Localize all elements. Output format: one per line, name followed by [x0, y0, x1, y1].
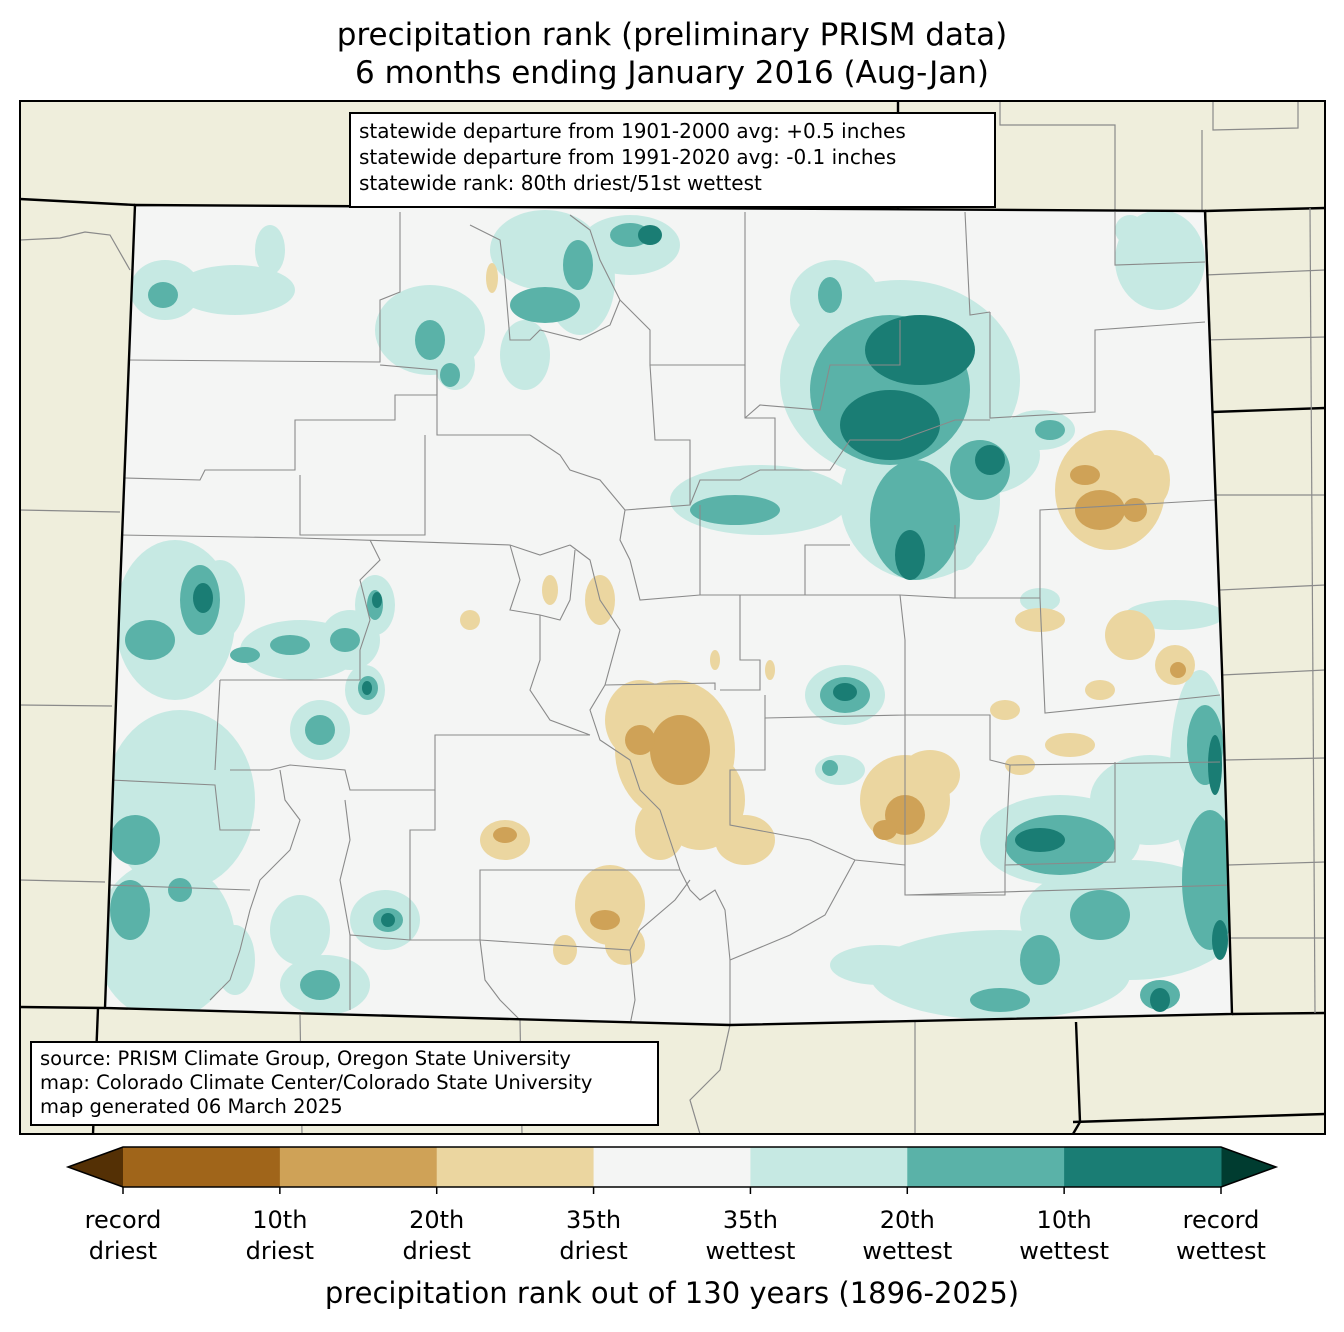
- tick-label-line2: wettest: [1019, 1237, 1110, 1265]
- colorbar-tick-label: 35th wettest: [680, 1205, 820, 1267]
- source-line-3: map generated 06 March 2025: [40, 1095, 343, 1118]
- tick-label-line2: wettest: [862, 1237, 953, 1265]
- map-frame: [19, 100, 1326, 1135]
- source-line-1: source: PRISM Climate Group, Oregon Stat…: [40, 1047, 571, 1070]
- colorbar-tick-label: 20th driest: [367, 1205, 507, 1267]
- colorado-county-lines: [107, 211, 1231, 1025]
- colorbar-tick-label: 20th wettest: [837, 1205, 977, 1267]
- stats-line-3: statewide rank: 80th driest/51st wettest: [359, 171, 762, 195]
- tick-label-line1: record: [1182, 1206, 1260, 1234]
- colorbar-bin: [279, 1147, 438, 1187]
- tick-label-line2: wettest: [1176, 1237, 1266, 1265]
- source-box: source: PRISM Climate Group, Oregon Stat…: [30, 1041, 659, 1126]
- colorbar-bin: [436, 1147, 595, 1187]
- colorbar-over-triangle: [1221, 1147, 1276, 1187]
- colorbar-bin: [750, 1147, 908, 1187]
- tick-label-line1: 20th: [879, 1206, 935, 1234]
- colorbar-bin: [907, 1147, 1065, 1187]
- colorbar-tick-label: 10th driest: [210, 1205, 350, 1267]
- source-line-2: map: Colorado Climate Center/Colorado St…: [40, 1071, 593, 1094]
- precipitation-rank-shading: [105, 210, 1232, 1020]
- tick-label-line2: driest: [88, 1237, 158, 1265]
- colorbar-tick-label: record wettest: [1151, 1205, 1291, 1267]
- tick-label-line1: 10th: [1036, 1206, 1092, 1234]
- tick-label-line1: 35th: [722, 1206, 778, 1234]
- colorbar-bin: [593, 1147, 751, 1187]
- colorbar-tick-label: 35th driest: [524, 1205, 664, 1267]
- colorbar-bin: [1064, 1147, 1222, 1187]
- tick-label-line2: driest: [245, 1237, 315, 1265]
- statewide-stats-box: statewide departure from 1901-2000 avg: …: [349, 112, 996, 208]
- colorbar-tick-label: record driest: [53, 1205, 193, 1267]
- tick-label-line2: wettest: [705, 1237, 796, 1265]
- colorbar-title: precipitation rank out of 130 years (189…: [324, 1276, 1020, 1310]
- colorbar: [65, 1146, 1279, 1194]
- colorbar-under-triangle: [68, 1147, 123, 1187]
- colorbar-tick-label: 10th wettest: [994, 1205, 1134, 1267]
- stats-line-1: statewide departure from 1901-2000 avg: …: [359, 119, 906, 143]
- tick-label-line1: 20th: [409, 1206, 465, 1234]
- tick-label-line2: driest: [402, 1237, 471, 1265]
- tick-label-line1: 10th: [252, 1206, 308, 1234]
- colorbar-bin: [123, 1147, 281, 1187]
- tick-label-line2: driest: [559, 1237, 628, 1265]
- tick-label-line1: 35th: [565, 1206, 622, 1234]
- map-title-line2: 6 months ending January 2016 (Aug-Jan): [355, 55, 989, 91]
- stats-line-2: statewide departure from 1991-2020 avg: …: [359, 145, 897, 169]
- map-title-line1: precipitation rank (preliminary PRISM da…: [336, 17, 1008, 53]
- colorado-border: [103, 203, 1234, 1027]
- tick-label-line1: record: [84, 1206, 162, 1234]
